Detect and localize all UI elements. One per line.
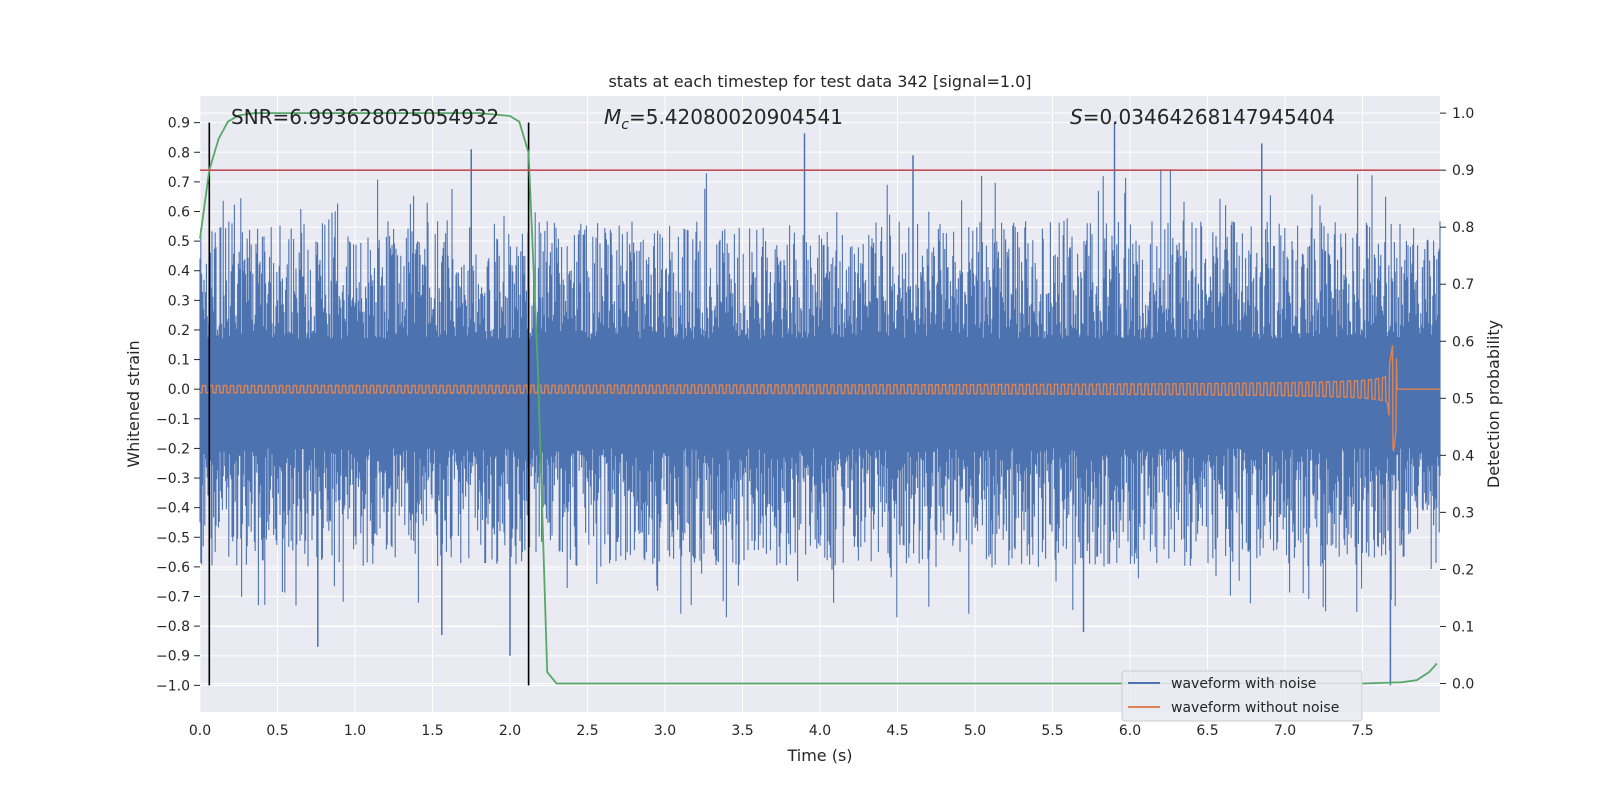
- y-left-tick-label: 0.7: [168, 175, 190, 191]
- y-right-tick-label: 1.0: [1452, 106, 1474, 122]
- y-right-tick-label: 0.5: [1452, 391, 1474, 407]
- y-left-tick-label: −1.0: [156, 678, 190, 694]
- chirp-mass-annotation: Mc=5.42080020904541: [604, 105, 843, 133]
- x-tick-label: 5.5: [1041, 723, 1063, 739]
- s-value: =0.03464268147945404: [1083, 105, 1335, 129]
- x-tick-label: 3.0: [654, 723, 676, 739]
- y-right-tick-label: 0.0: [1452, 676, 1474, 692]
- s-symbol: S: [1070, 105, 1083, 129]
- y-right-tick-label: 0.1: [1452, 619, 1474, 635]
- y-left-tick-label: −0.8: [156, 619, 190, 635]
- y-axis-label-left: Whitened strain: [124, 340, 143, 467]
- clean-waveform: [200, 345, 1440, 452]
- noise-waveform-trace: [199, 169, 1441, 618]
- legend-label-clean: waveform without noise: [1171, 700, 1339, 716]
- x-tick-label: 4.5: [886, 723, 908, 739]
- legend-box: [1121, 670, 1363, 722]
- y-right-tick-label: 0.2: [1452, 562, 1474, 578]
- chart-title: stats at each timestep for test data 342…: [608, 72, 1031, 91]
- x-tick-label: 7.0: [1274, 723, 1296, 739]
- chirp-mass-symbol: M: [604, 105, 621, 129]
- y-left-tick-label: 0.0: [168, 382, 190, 398]
- x-tick-label: 7.5: [1351, 723, 1373, 739]
- x-tick-label: 2.5: [576, 723, 598, 739]
- y-left-tick-label: −0.2: [156, 441, 190, 457]
- y-left-tick-label: 0.1: [168, 353, 190, 369]
- clean-waveform-trace: [200, 345, 1440, 452]
- x-tick-label: 0.0: [189, 723, 211, 739]
- x-tick-label: 1.5: [421, 723, 443, 739]
- x-tick-label: 2.0: [499, 723, 521, 739]
- y-left-tick-label: −0.4: [156, 501, 190, 517]
- tick-labels: 0.0 0.5 1.0 1.5 2.0 2.5 3.0 3.5 4.0 4.5 5.0 5.5 6.0 6…: [156, 106, 1474, 739]
- x-tick-label: 6.0: [1119, 723, 1141, 739]
- y-left-tick-label: 0.3: [168, 293, 190, 309]
- y-left-tick-label: 0.9: [168, 116, 190, 132]
- y-left-tick-label: 0.4: [168, 264, 190, 280]
- y-right-tick-label: 0.8: [1452, 220, 1474, 236]
- y-right-tick-label: 0.4: [1452, 448, 1474, 464]
- y-axis-label-right: Detection probability: [1484, 320, 1503, 488]
- legend-label-noise: waveform with noise: [1171, 676, 1316, 692]
- y-right-tick-label: 0.9: [1452, 163, 1474, 179]
- x-tick-label: 4.0: [809, 723, 831, 739]
- x-axis-label: Time (s): [786, 746, 852, 765]
- x-tick-label: 1.0: [344, 723, 366, 739]
- y-left-tick-label: −0.9: [156, 649, 190, 665]
- y-left-tick-label: −0.6: [156, 560, 190, 576]
- chirp-mass-value: =5.42080020904541: [629, 105, 843, 129]
- x-tick-label: 3.5: [731, 723, 753, 739]
- y-left-tick-label: 0.5: [168, 234, 190, 250]
- x-tick-label: 5.0: [964, 723, 986, 739]
- y-left-tick-label: −0.7: [156, 590, 190, 606]
- y-left-tick-label: −0.3: [156, 471, 190, 487]
- x-tick-label: 6.5: [1196, 723, 1218, 739]
- y-left-tick-label: 0.2: [168, 323, 190, 339]
- chirp-mass-subscript: c: [621, 117, 629, 133]
- y-right-tick-label: 0.6: [1452, 334, 1474, 350]
- y-left-tick-label: −0.1: [156, 412, 190, 428]
- y-right-tick-label: 0.7: [1452, 277, 1474, 293]
- x-tick-label: 0.5: [266, 723, 288, 739]
- legend: waveform with noise waveform without noi…: [1121, 670, 1363, 722]
- y-left-tick-label: 0.8: [168, 145, 190, 161]
- snr-annotation: SNR=6.993628025054932: [231, 105, 499, 129]
- s-annotation: S=0.03464268147945404: [1070, 105, 1335, 129]
- y-right-tick-label: 0.3: [1452, 505, 1474, 521]
- y-left-tick-label: 0.6: [168, 205, 190, 221]
- noise-waveform: [199, 122, 1441, 686]
- y-left-tick-label: −0.5: [156, 530, 190, 546]
